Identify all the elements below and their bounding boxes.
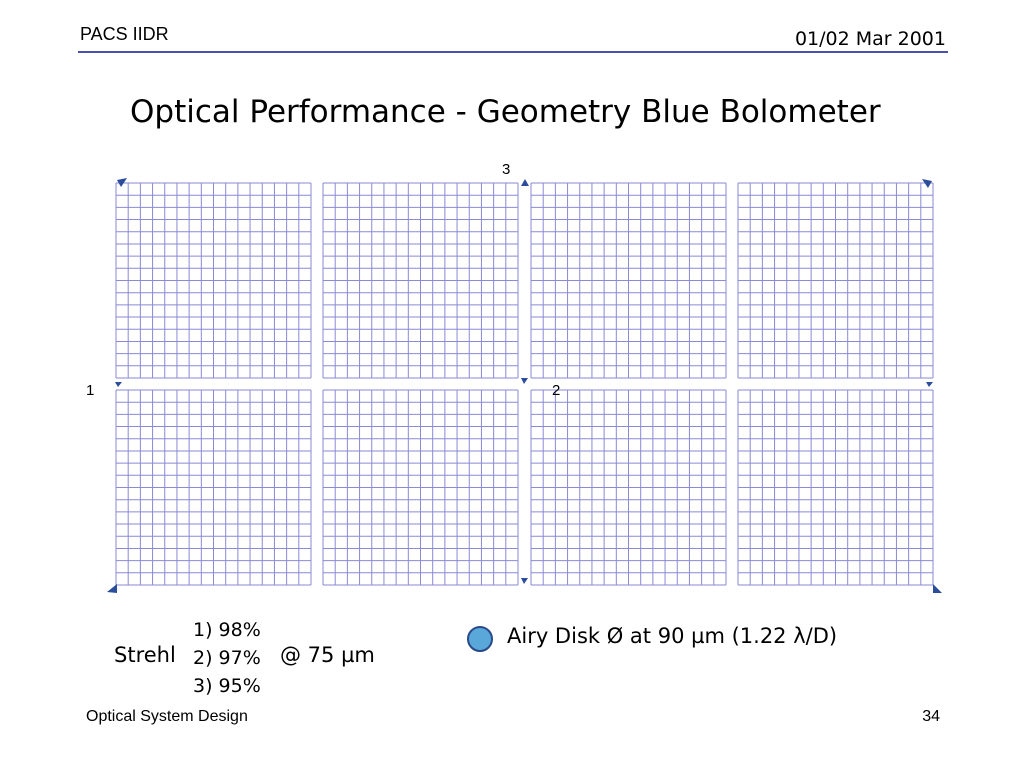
strehl-wavelength: @ 75 µm	[280, 643, 375, 667]
sub-array-2-3	[530, 389, 727, 586]
strehl-value-1: 1) 98%	[193, 619, 261, 641]
marker-mid-right	[926, 382, 933, 387]
sub-array-2-2	[322, 389, 519, 586]
sub-array-1-2	[322, 182, 519, 379]
marker-mid-center	[521, 378, 528, 384]
slide-title: Optical Performance - Geometry Blue Bolo…	[130, 94, 881, 130]
sub-array-1-4	[737, 182, 934, 379]
sub-array-2-1	[115, 389, 312, 586]
strehl-label: Strehl	[114, 643, 176, 667]
page-number: 34	[922, 708, 940, 725]
marker-top-center	[521, 179, 529, 186]
field-point-label-2: 2	[552, 382, 561, 399]
sub-array-1-3	[530, 182, 727, 379]
airy-disk-icon	[467, 626, 493, 652]
strehl-value-3: 3) 95%	[193, 675, 261, 697]
header-title: PACS IIDR	[80, 24, 169, 44]
marker-top-right	[922, 179, 932, 188]
marker-bottom-left	[107, 584, 117, 593]
strehl-values: 1) 98% 2) 97% 3) 95%	[193, 616, 261, 700]
header-divider	[78, 51, 948, 53]
airy-disk-caption: Airy Disk Ø at 90 µm (1.22 λ/D)	[507, 624, 838, 648]
sub-array-2-4	[737, 389, 934, 586]
sub-array-1-1	[115, 182, 312, 379]
header-date: 01/02 Mar 2001	[794, 28, 946, 50]
marker-bottom-right	[933, 584, 942, 593]
marker-bottom-center	[521, 578, 528, 584]
strehl-value-2: 2) 97%	[193, 647, 261, 669]
marker-top-left	[117, 178, 127, 187]
marker-mid-left	[115, 382, 122, 387]
field-point-label-1: 1	[86, 382, 95, 399]
field-point-label-3: 3	[502, 161, 511, 178]
footer-course: Optical System Design	[86, 708, 248, 725]
